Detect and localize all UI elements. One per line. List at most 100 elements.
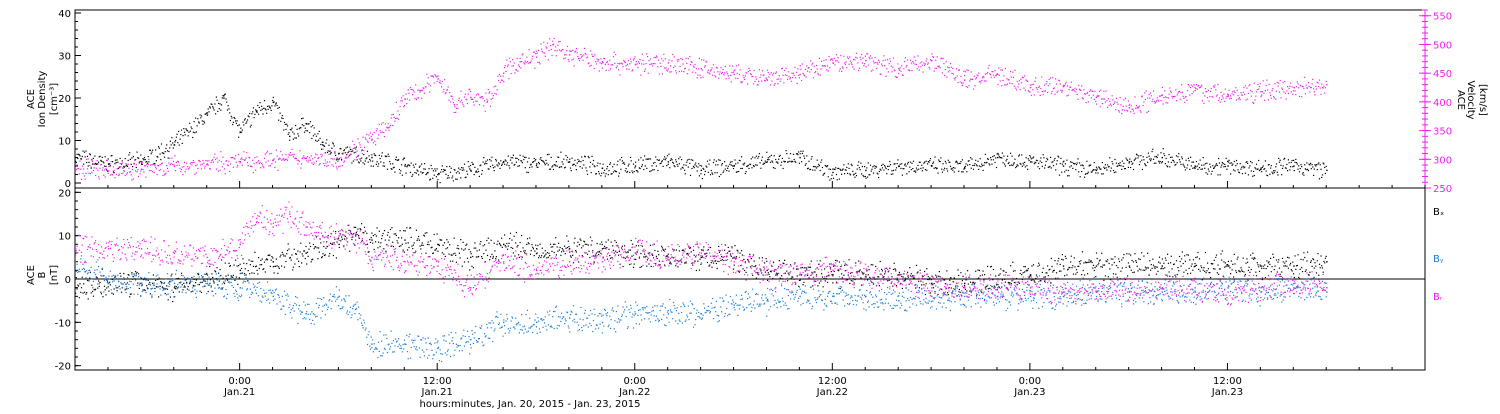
bx-point: [120, 276, 121, 277]
bx-point: [106, 287, 107, 288]
velocity-point: [959, 69, 960, 70]
density-point: [1114, 159, 1115, 160]
bx-point: [211, 285, 212, 286]
velocity-point: [174, 164, 175, 165]
density-point: [1162, 157, 1163, 158]
bx-point: [422, 242, 423, 243]
density-point: [668, 164, 669, 165]
density-point: [997, 153, 998, 154]
velocity-point: [1287, 86, 1288, 87]
density-point: [245, 118, 246, 119]
density-point: [177, 142, 178, 143]
density-point: [780, 165, 781, 166]
bx-point: [262, 258, 263, 259]
bx-point: [905, 279, 906, 280]
density-point: [211, 104, 212, 105]
bx-point: [847, 279, 848, 280]
velocity-point: [635, 64, 636, 65]
density-point: [1077, 158, 1078, 159]
density-point: [351, 162, 352, 163]
bx-point: [182, 289, 183, 290]
velocity-point: [711, 67, 712, 68]
velocity-point: [292, 154, 293, 155]
bx-point: [363, 232, 364, 233]
velocity-point: [366, 134, 367, 135]
velocity-point: [111, 161, 112, 162]
velocity-point: [421, 90, 422, 91]
velocity-point: [1160, 100, 1161, 101]
density-point: [1119, 165, 1120, 166]
velocity-point: [749, 70, 750, 71]
density-point: [723, 170, 724, 171]
velocity-point: [510, 61, 511, 62]
velocity-point: [1216, 96, 1217, 97]
velocity-point: [1105, 102, 1106, 103]
bx-point: [84, 292, 85, 293]
density-point: [633, 164, 634, 165]
density-point: [893, 170, 894, 171]
density-point: [288, 132, 289, 133]
velocity-point: [756, 78, 757, 79]
bx-point: [1031, 265, 1032, 266]
density-point: [832, 169, 833, 170]
density-point: [1300, 164, 1301, 165]
bx-point: [1033, 264, 1034, 265]
velocity-point: [754, 70, 755, 71]
bx-point: [470, 251, 471, 252]
density-point: [1225, 166, 1226, 167]
bx-point: [386, 244, 387, 245]
bx-point: [194, 285, 195, 286]
bx-point: [696, 270, 697, 271]
bx-point: [759, 257, 760, 258]
density-point: [260, 102, 261, 103]
velocity-point: [478, 94, 479, 95]
bx-point: [920, 281, 921, 282]
density-point: [892, 173, 893, 174]
bx-point: [738, 271, 739, 272]
density-point: [619, 173, 620, 174]
velocity-point: [222, 157, 223, 158]
velocity-point: [1014, 86, 1015, 87]
density-point: [631, 160, 632, 161]
velocity-point: [1209, 100, 1210, 101]
density-point: [725, 169, 726, 170]
density-point: [601, 173, 602, 174]
density-point: [392, 163, 393, 164]
density-point: [551, 157, 552, 158]
density-point: [128, 154, 129, 155]
density-point: [1063, 165, 1064, 166]
velocity-point: [537, 53, 538, 54]
velocity-point: [482, 96, 483, 97]
velocity-point: [980, 81, 981, 82]
velocity-point: [977, 75, 978, 76]
bx-point: [129, 296, 130, 297]
velocity-point: [956, 68, 957, 69]
velocity-point: [735, 78, 736, 79]
density-point: [680, 168, 681, 169]
density-point: [209, 106, 210, 107]
velocity-point: [1189, 95, 1190, 96]
density-point: [806, 163, 807, 164]
bx-point: [174, 286, 175, 287]
velocity-point: [1220, 102, 1221, 103]
velocity-point: [643, 64, 644, 65]
velocity-point: [740, 69, 741, 70]
density-point: [1232, 165, 1233, 166]
velocity-point: [873, 61, 874, 62]
velocity-point: [93, 170, 94, 171]
velocity-point: [776, 71, 777, 72]
bx-point: [615, 251, 616, 252]
density-point: [581, 156, 582, 157]
density-point: [1241, 167, 1242, 168]
bx-point: [237, 284, 238, 285]
density-point: [133, 156, 134, 157]
velocity-point: [954, 79, 955, 80]
density-point: [275, 104, 276, 105]
density-point: [869, 174, 870, 175]
density-point: [372, 161, 373, 162]
velocity-point: [200, 161, 201, 162]
velocity-point: [364, 147, 365, 148]
velocity-point: [117, 168, 118, 169]
bx-point: [111, 293, 112, 294]
velocity-point: [794, 75, 795, 76]
